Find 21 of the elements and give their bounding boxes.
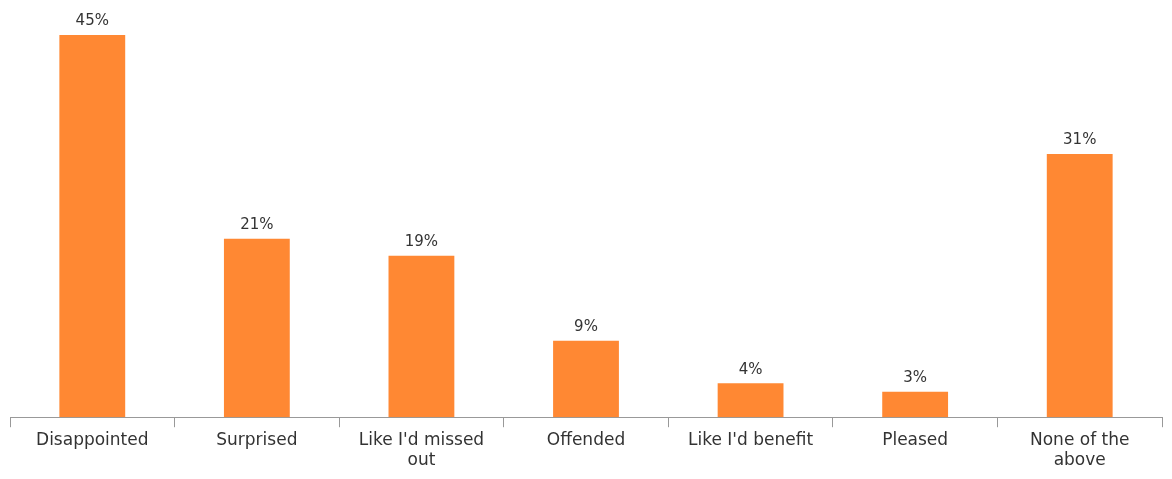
x-tick-label: Like I'd benefit — [688, 428, 814, 449]
bar — [717, 383, 784, 418]
data-label: 4% — [738, 359, 763, 378]
bar — [1046, 153, 1113, 418]
data-label: 31% — [1063, 130, 1097, 149]
data-label: 3% — [903, 368, 928, 387]
data-label: 21% — [240, 215, 274, 234]
x-tick-label: Disappointed — [36, 428, 149, 449]
data-label: 19% — [404, 232, 439, 251]
bar — [223, 238, 290, 418]
x-tick-label: Pleased — [882, 428, 949, 449]
data-label: 45% — [75, 11, 109, 30]
bar — [388, 255, 455, 418]
x-tick-label: Offended — [546, 428, 626, 449]
bar — [59, 35, 126, 418]
x-tick-label: None of the above — [1029, 428, 1130, 470]
data-label: 9% — [574, 317, 598, 336]
bar — [882, 391, 949, 418]
x-tick-label: Surprised — [216, 428, 298, 449]
bar — [553, 340, 619, 418]
x-tick-label: Like I'd missed out — [358, 428, 485, 470]
